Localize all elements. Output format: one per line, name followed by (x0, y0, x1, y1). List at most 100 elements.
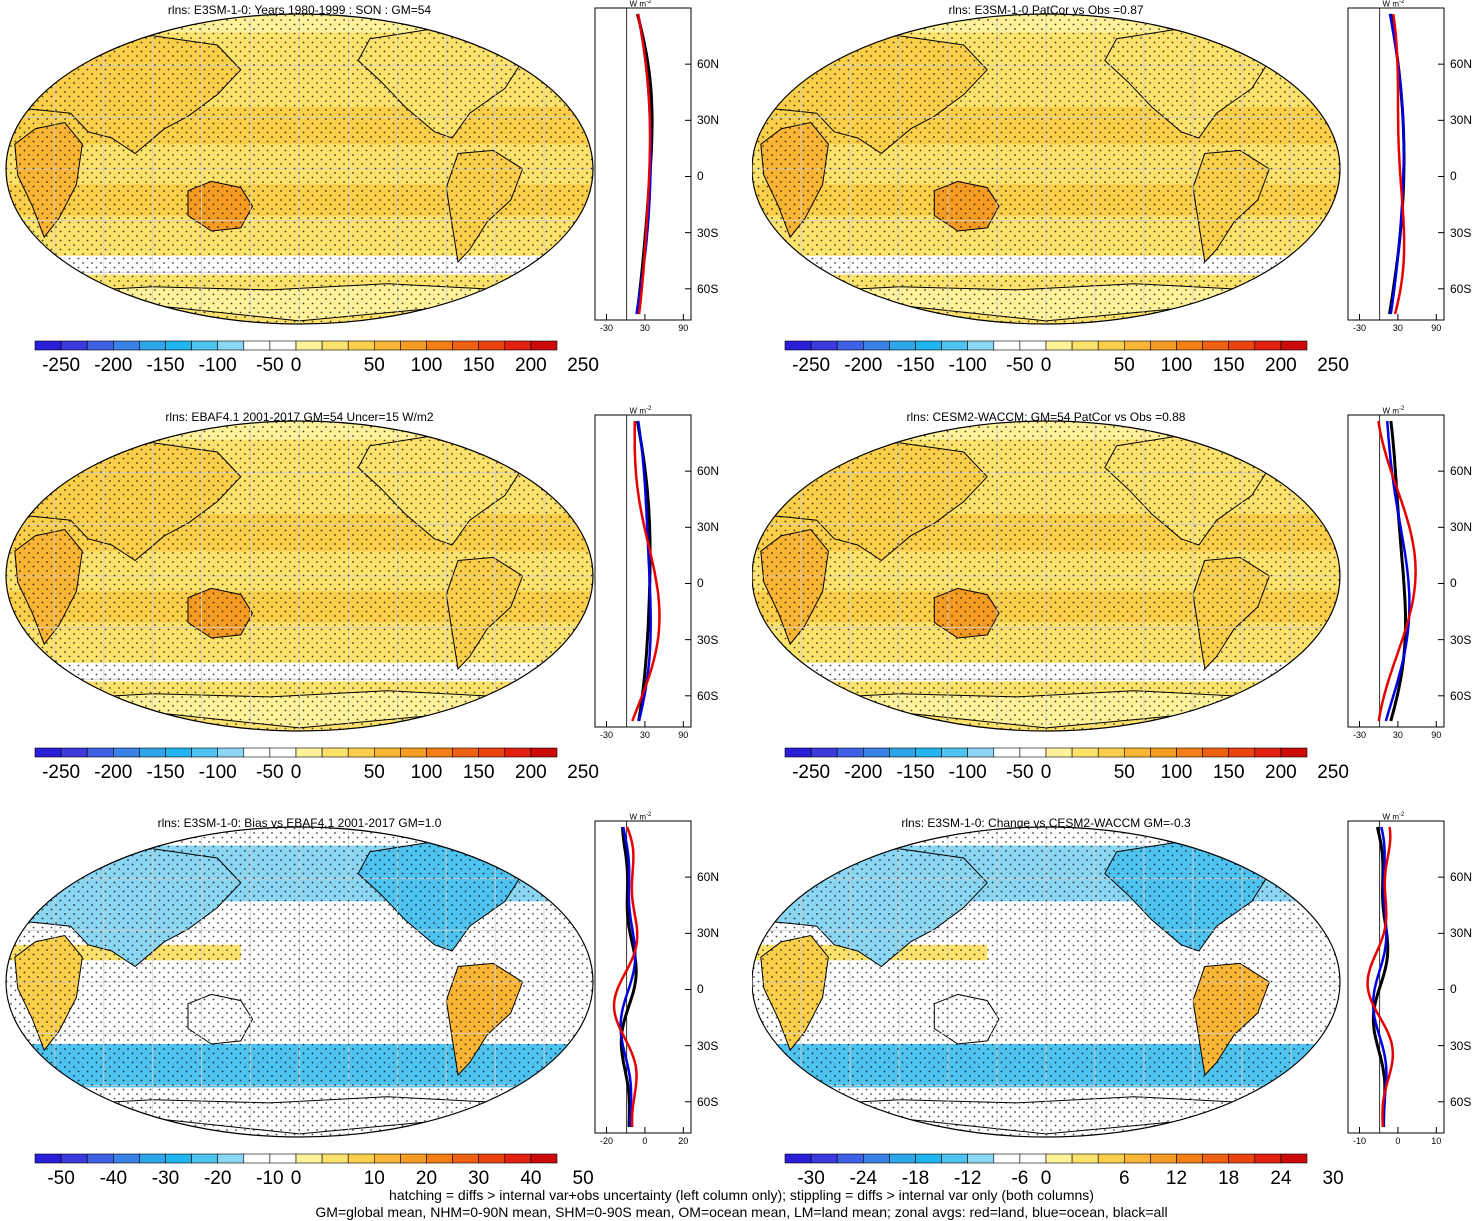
colorbar-label: -50 (256, 762, 284, 783)
colorbar-label: 100 (410, 762, 443, 783)
panel-change: rlns: E3SM-1-0: Change vs CESM2-WACCM GM… (752, 812, 1483, 1213)
zonal-x-label: -30 (1353, 323, 1367, 333)
colorbar-label: 0 (1040, 1168, 1052, 1189)
colorbar-label: 200 (515, 762, 547, 783)
colorbar-label: 200 (1265, 355, 1297, 376)
colorbar-label: 100 (410, 355, 443, 376)
zonal-x-label: 90 (1431, 323, 1442, 333)
zonal-x-label: 30 (1392, 323, 1403, 333)
map-title: rlns: E3SM-1-0: Bias vs EBAF4.1 2001-201… (157, 816, 442, 830)
colorbar-label: 0 (1040, 762, 1052, 783)
colorbar-label: 20 (415, 1168, 438, 1189)
zonal-lat-label: 30N (697, 113, 720, 128)
colorbar-label: -100 (948, 762, 987, 783)
zonal-lat-label: 30S (697, 225, 719, 240)
colorbar-label: 6 (1119, 1168, 1130, 1189)
zonal-lat-label: 30S (1450, 1038, 1472, 1053)
colorbar-label: -200 (94, 762, 133, 783)
zonal-unit: W m-2 (1382, 812, 1405, 822)
zonal-x-label: 0 (1395, 1136, 1401, 1146)
colorbar-label: 100 (1160, 355, 1193, 376)
colorbar-label: -12 (953, 1168, 982, 1189)
zonal-lat-label: 30N (1450, 926, 1473, 941)
map-figure (752, 7, 1445, 351)
zonal-all-line (619, 826, 638, 1128)
zonal-lat-label: 60S (1450, 1094, 1472, 1109)
colorbar-label: 50 (363, 355, 385, 376)
colorbar-label: 10 (363, 1168, 385, 1189)
zonal-lat-label: 0 (697, 169, 704, 184)
colorbar-label: 0 (290, 762, 302, 783)
colorbar-label: -150 (896, 762, 935, 783)
colorbar-label: 250 (567, 762, 599, 783)
zonal-x-label: -30 (1353, 730, 1367, 740)
colorbar-label: 250 (1317, 762, 1349, 783)
zonal-lat-label: 30N (697, 520, 720, 535)
zonal-land-line (1366, 826, 1395, 1128)
footer-line-1: hatching = diffs > internal var+obs unce… (389, 1187, 1094, 1203)
zonal-lat-label: 60N (697, 870, 720, 885)
zonal-x-label: 20 (678, 1136, 689, 1146)
zonal-lat-label: 30S (697, 1038, 719, 1053)
zonal-lat-label: 30S (1450, 632, 1472, 647)
map-figure (752, 820, 1445, 1164)
colorbar-label: 24 (1270, 1168, 1292, 1189)
zonal-land-line (612, 826, 639, 1128)
map-title: rlns: CESM2-WACCM: GM=54 PatCor vs Obs =… (906, 410, 1186, 424)
colorbar-label: -250 (42, 762, 81, 783)
zonal-x-label: 90 (678, 323, 689, 333)
colorbar-label: 200 (515, 355, 547, 376)
zonal-x-label: -20 (600, 1136, 614, 1146)
colorbar-label: 250 (567, 355, 599, 376)
colorbar-label: 200 (1265, 762, 1297, 783)
zonal-lat-label: 0 (1450, 576, 1457, 591)
zonal-lat-label: 60N (697, 464, 720, 479)
zonal-lat-label: 60N (1450, 870, 1473, 885)
colorbar-label: -200 (844, 762, 883, 783)
colorbar-label: -150 (146, 762, 185, 783)
colorbar-label: -18 (901, 1168, 930, 1189)
zonal-unit: W m-2 (629, 0, 652, 9)
colorbar-label: -100 (948, 355, 987, 376)
colorbar-label: 50 (1113, 355, 1135, 376)
zonal-x-label: 10 (1431, 1136, 1442, 1146)
colorbar-label: 0 (290, 1168, 302, 1189)
colorbar-label: 30 (1322, 1168, 1344, 1189)
colorbar-label: -30 (797, 1168, 825, 1189)
zonal-land-line (1377, 420, 1417, 722)
colorbar-label: 100 (1160, 762, 1193, 783)
colorbar-label: -20 (203, 1168, 232, 1189)
zonal-lat-label: 0 (697, 576, 704, 591)
zonal-x-label: 90 (1431, 730, 1442, 740)
zonal-lat-label: 0 (697, 982, 704, 997)
panel-cesm-climatology: rlns: CESM2-WACCM: GM=54 PatCor vs Obs =… (752, 406, 1483, 807)
colorbar-label: 0 (290, 355, 302, 376)
colorbar-label: 50 (363, 762, 385, 783)
map-figure (752, 414, 1445, 758)
zonal-unit: W m-2 (1382, 0, 1405, 9)
zonal-lat-label: 60N (1450, 57, 1473, 72)
zonal-ocean-line (619, 826, 637, 1127)
colorbar-label: -24 (849, 1168, 878, 1189)
colorbar-label: 50 (572, 1168, 594, 1189)
colorbar-label: -40 (99, 1168, 128, 1189)
zonal-x-label: -30 (600, 323, 614, 333)
zonal-lat-label: 0 (1450, 169, 1457, 184)
zonal-x-label: 30 (639, 730, 650, 740)
map-title: rlns: E3SM-1-0: Years 1980-1999 : SON : … (167, 3, 432, 17)
zonal-lat-label: 30N (697, 926, 720, 941)
map-title: rlns: E3SM-1-0: Change vs CESM2-WACCM GM… (901, 816, 1191, 830)
panel-bias: rlns: E3SM-1-0: Bias vs EBAF4.1 2001-201… (0, 812, 740, 1213)
zonal-lat-label: 60S (697, 688, 719, 703)
zonal-land-line (631, 421, 661, 722)
map-figure (5, 7, 692, 351)
zonal-lat-label: 60S (697, 281, 719, 296)
colorbar-label: -6 (1011, 1168, 1029, 1189)
panel-model-patcor: rlns: E3SM-1-0 PatCor vs Obs =0.87 -250 -2… (752, 0, 1483, 400)
footer-line-2: GM=global mean, NHM=0-90N mean, SHM=0-90… (315, 1204, 1168, 1220)
colorbar-label: 18 (1218, 1168, 1240, 1189)
colorbar-label: 150 (462, 762, 495, 783)
colorbar-label: -10 (256, 1168, 284, 1189)
zonal-lat-label: 60S (1450, 281, 1472, 296)
zonal-lat-label: 30S (697, 632, 719, 647)
